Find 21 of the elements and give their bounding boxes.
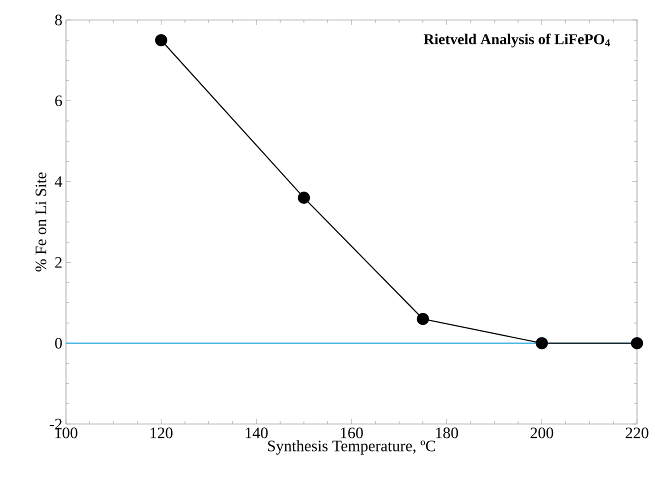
point	[155, 34, 168, 46]
y-tick-label: 2	[55, 257, 62, 268]
x-tick-label: 160	[340, 428, 363, 438]
x-tick-label: 180	[436, 428, 458, 438]
x-tick-label: 200	[530, 428, 554, 438]
x-tick-label: 220	[626, 428, 648, 438]
y-tick-label: -2	[50, 418, 62, 430]
y-tick-label: 8	[55, 14, 62, 26]
x-tick-label: 100	[55, 428, 78, 438]
point	[298, 192, 310, 204]
y-tick-label: 4	[54, 176, 62, 187]
x-tick-label: 120	[150, 428, 173, 438]
point	[416, 312, 429, 326]
y-tick-label: 0	[55, 338, 62, 349]
x-axis-title: Synthesis Temperature, ºC	[268, 440, 436, 455]
text: Rietveld Analysis of LiFePO$_{4}$	[424, 34, 610, 48]
y-tick-label: 6	[55, 95, 62, 106]
x-tick-label: 140	[246, 428, 268, 438]
y-axis-title: % Fe on Li Site	[36, 172, 46, 272]
point	[536, 337, 548, 350]
point	[630, 337, 644, 350]
